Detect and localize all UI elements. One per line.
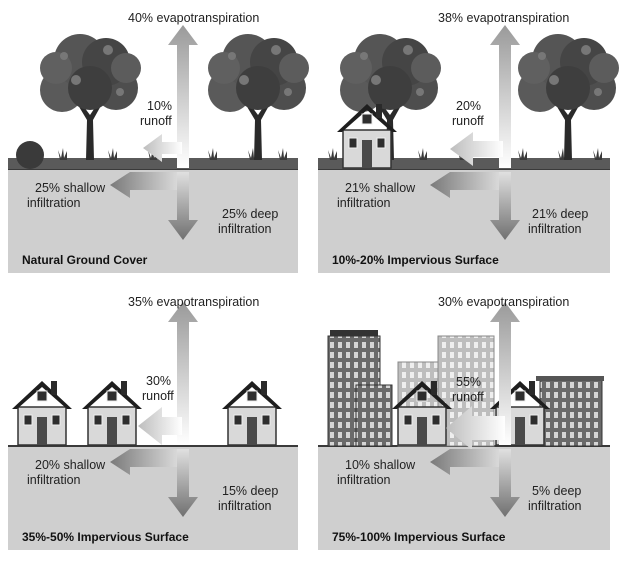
- shallow-infiltration-arrow: [110, 449, 180, 475]
- deep-infiltration-arrow: [168, 449, 198, 517]
- shallow-infiltration-label: infiltration: [337, 196, 391, 210]
- panel-caption: 10%-20% Impervious Surface: [332, 253, 499, 267]
- shallow-infiltration-percent: 10% shallow: [345, 458, 416, 472]
- building-icon: [355, 384, 393, 447]
- runoff-percent: 30%: [146, 374, 171, 388]
- shallow-infiltration-percent: 21% shallow: [345, 181, 416, 195]
- runoff-arrow: [450, 132, 503, 166]
- deep-infiltration-label: infiltration: [218, 499, 272, 513]
- evapotranspiration-label: 40% evapotranspiration: [128, 11, 259, 25]
- deep-infiltration-label: infiltration: [218, 222, 272, 236]
- shallow-infiltration-arrow: [430, 172, 502, 198]
- runoff-arrow: [143, 134, 182, 162]
- runoff-label: runoff: [452, 390, 484, 404]
- house-icon: [81, 380, 143, 446]
- evapotranspiration-label: 38% evapotranspiration: [438, 11, 569, 25]
- runoff-arrow: [138, 407, 182, 445]
- runoff-percent: 55%: [456, 375, 481, 389]
- deep-infiltration-label: infiltration: [528, 499, 582, 513]
- deep-infiltration-arrow: [168, 172, 198, 240]
- runoff-label: runoff: [140, 114, 172, 128]
- runoff-percent: 10%: [147, 99, 172, 113]
- tree-icon: [518, 34, 619, 160]
- evapotranspiration-arrow: [168, 25, 198, 168]
- city-buildings: [327, 330, 604, 447]
- building-icon: [539, 379, 603, 447]
- deep-infiltration-arrow: [490, 449, 520, 517]
- grass-strip: [8, 148, 298, 169]
- tree-icon: [40, 34, 141, 160]
- shallow-infiltration-label: infiltration: [27, 473, 81, 487]
- deep-infiltration-percent: 25% deep: [222, 207, 278, 221]
- deep-infiltration-label: infiltration: [528, 222, 582, 236]
- runoff-label: runoff: [142, 389, 174, 403]
- shallow-infiltration-label: infiltration: [337, 473, 391, 487]
- runoff-arrow: [446, 406, 505, 450]
- runoff-percent: 20%: [456, 99, 481, 113]
- evapotranspiration-arrow: [490, 25, 520, 168]
- evapotranspiration-arrow: [490, 302, 520, 445]
- house-icon: [221, 380, 283, 446]
- panel-caption: Natural Ground Cover: [22, 253, 148, 267]
- shallow-infiltration-arrow: [110, 172, 180, 198]
- panel-35-50-impervious: 35% evapotranspiration 30% runoff 20% sh…: [8, 295, 298, 550]
- panel-75-100-impervious: 30% evapotranspiration 55% runoff 10% sh…: [318, 295, 610, 550]
- evapotranspiration-arrow: [168, 302, 198, 445]
- shallow-infiltration-percent: 25% shallow: [35, 181, 106, 195]
- panel-natural-ground-cover: 40% evapotranspiration 10% runoff 25% sh…: [8, 11, 309, 273]
- deep-infiltration-percent: 5% deep: [532, 484, 581, 498]
- house-icon: [11, 380, 73, 446]
- panel-caption: 35%-50% Impervious Surface: [22, 530, 189, 544]
- evapotranspiration-label: 30% evapotranspiration: [438, 295, 569, 309]
- grass-strip: [318, 148, 610, 169]
- evapotranspiration-label: 35% evapotranspiration: [128, 295, 259, 309]
- panel-10-20-impervious: 38% evapotranspiration 20% runoff 21% sh…: [318, 11, 619, 273]
- runoff-label: runoff: [452, 114, 484, 128]
- shallow-infiltration-arrow: [430, 449, 502, 475]
- deep-infiltration-arrow: [490, 172, 520, 240]
- shallow-infiltration-label: infiltration: [27, 196, 81, 210]
- shallow-infiltration-percent: 20% shallow: [35, 458, 106, 472]
- deep-infiltration-percent: 21% deep: [532, 207, 588, 221]
- panel-caption: 75%-100% Impervious Surface: [332, 530, 506, 544]
- deep-infiltration-percent: 15% deep: [222, 484, 278, 498]
- tree-icon: [208, 34, 309, 160]
